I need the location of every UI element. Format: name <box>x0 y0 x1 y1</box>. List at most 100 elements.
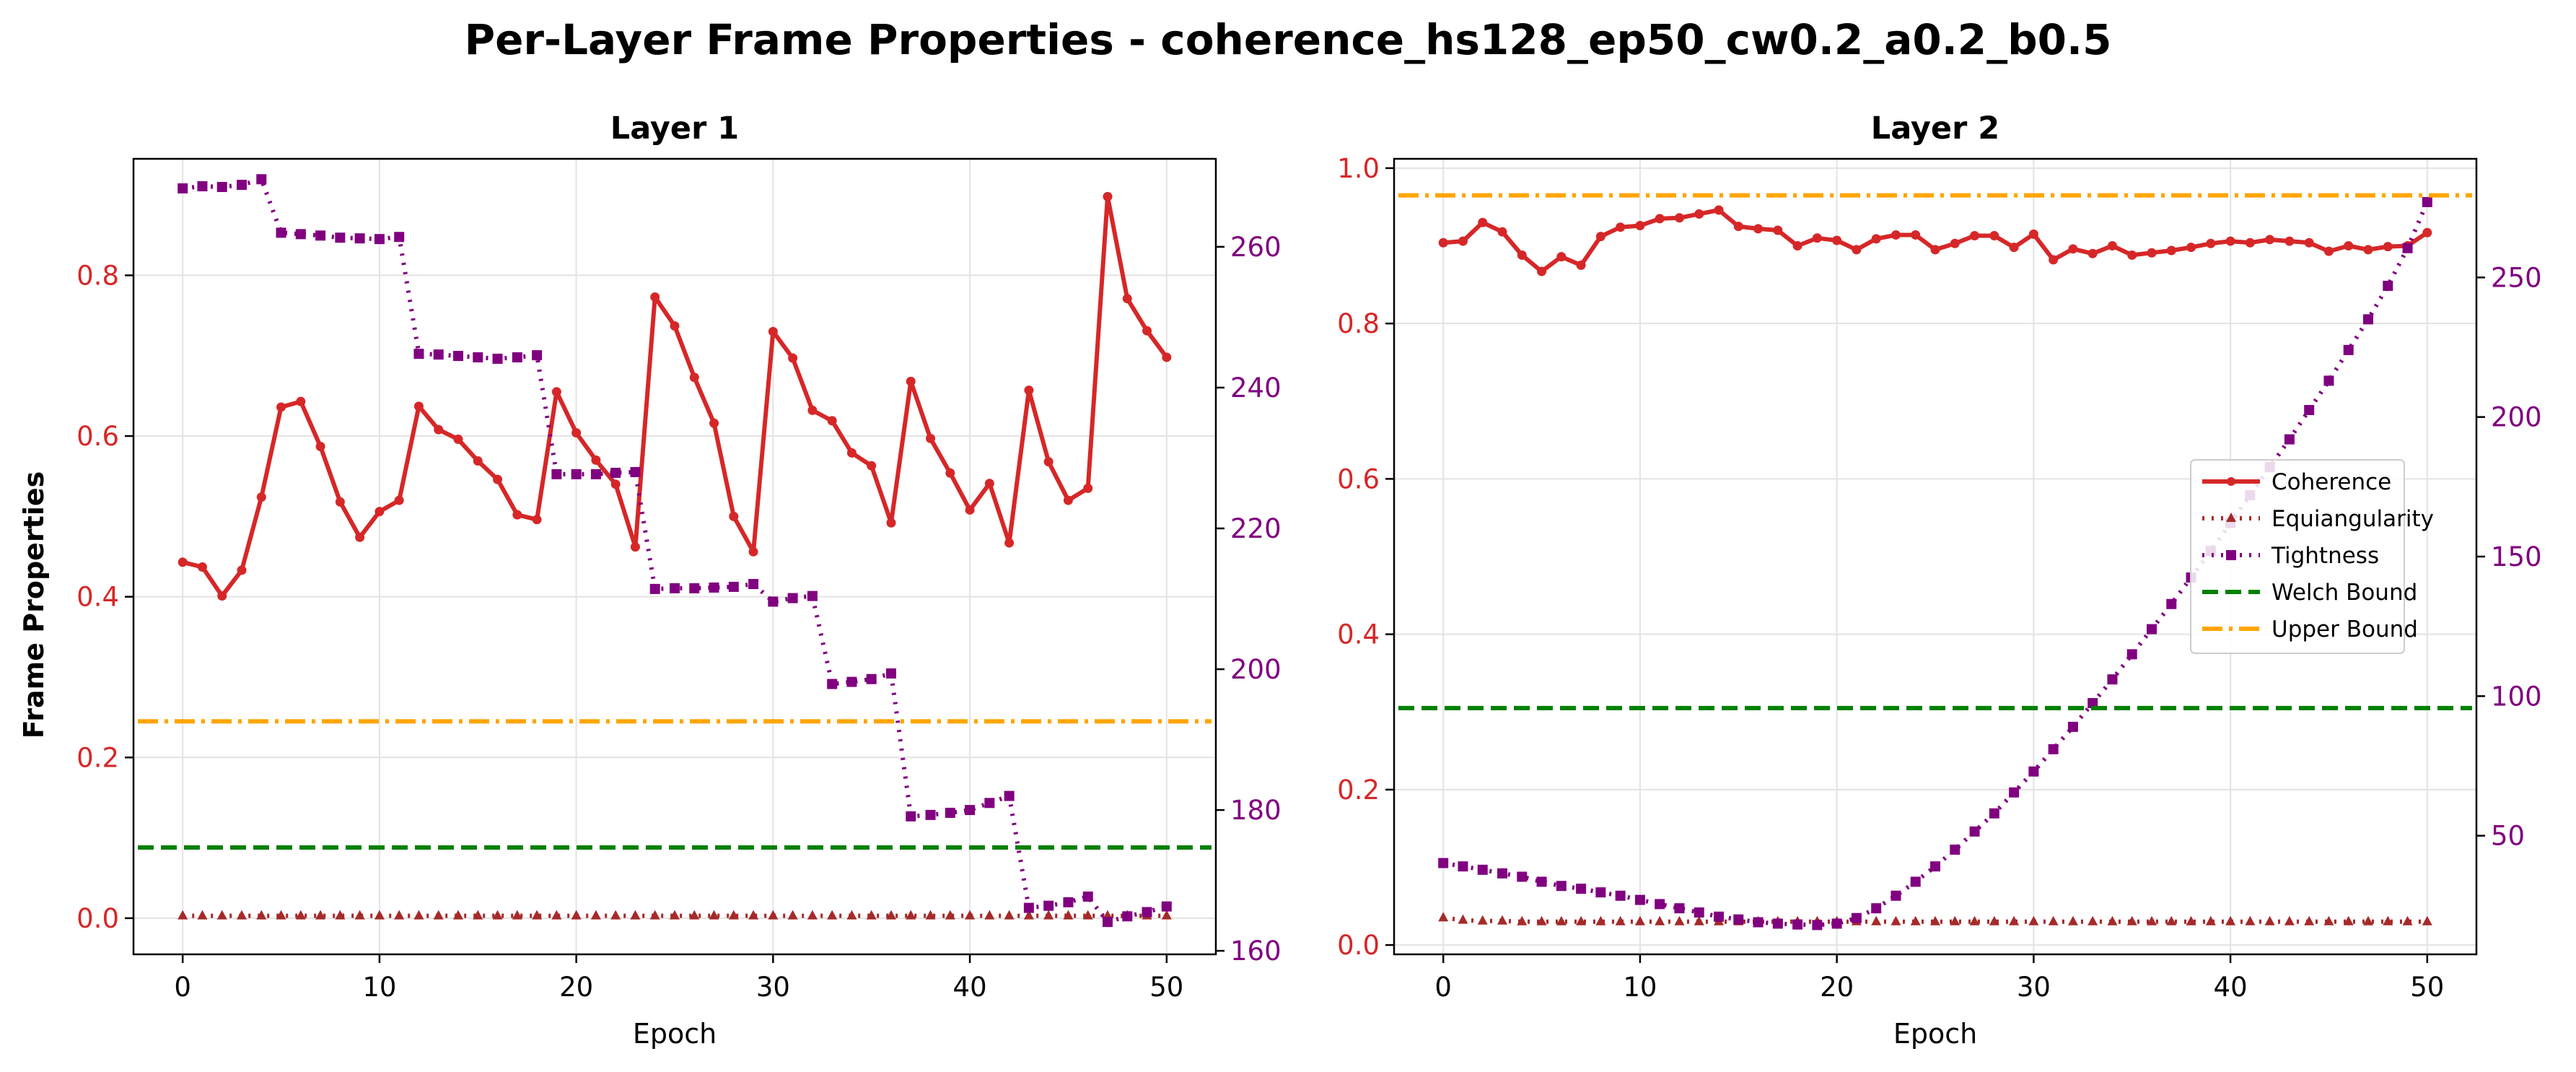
legend-label-equiangularity: Equiangularity <box>2271 506 2434 532</box>
layer-1-coherence-point <box>610 479 621 489</box>
layer-2-coherence-point <box>2049 255 2059 265</box>
layer-1-tightness-point <box>709 582 719 593</box>
layer-2-tightness-point <box>1576 884 1587 894</box>
layer-1-tightness-point <box>453 351 463 362</box>
layer-1-equiangularity-point <box>492 910 503 920</box>
layer-2-equiangularity-point <box>2126 915 2137 925</box>
layer-1-equiangularity-point <box>453 910 463 920</box>
layer-1-equiangularity-point <box>1023 910 1034 920</box>
layer-1-axes-frame <box>132 157 1217 956</box>
layer-2-coherence-point <box>1674 213 1684 223</box>
layer-1-tightness-point <box>433 349 444 360</box>
layer-2-tightness-point <box>1831 918 1842 929</box>
layer-2-equiangularity-point <box>1910 915 1921 925</box>
layer-1-title: Layer 1 <box>610 110 739 147</box>
layer-2-tightness-point <box>2304 405 2315 415</box>
layer-1-equiangularity-point <box>886 910 896 920</box>
layer-2-coherence-point <box>1753 224 1764 234</box>
layer-1-tightness-point <box>807 591 818 601</box>
layer-1-coherence-point <box>1004 538 1015 548</box>
layer-2-coherence-point <box>1891 230 1901 240</box>
legend-label-welch-bound: Welch Bound <box>2271 580 2417 606</box>
layer-1-tightness-point <box>728 581 739 592</box>
layer-1-coherence-point <box>178 557 188 567</box>
layer-2-coherence-point <box>2363 245 2373 255</box>
layer-2-tightness-point <box>2363 314 2373 325</box>
layer-1-series-coherence <box>178 191 1172 601</box>
layer-2-coherence-point <box>1635 221 1645 231</box>
layer-2-tightness-point <box>1694 907 1704 918</box>
layer-2-tightness-point <box>1753 917 1764 928</box>
layer-1-equiangularity-point <box>551 910 562 920</box>
layer-2-coherence-point <box>1438 238 1448 248</box>
layer-1-tightness-point <box>670 583 680 593</box>
layer-2-equiangularity-point <box>1438 912 1449 922</box>
layer-2-tightness-point <box>1556 881 1567 892</box>
layer-2-coherence-point <box>2265 235 2275 245</box>
layer-1-x-tick-label: 10 <box>362 972 396 1003</box>
layer-1-equiangularity-point <box>670 910 680 920</box>
layer-2-equiangularity-point <box>1969 915 1980 925</box>
layer-2-equiangularity-point <box>1655 915 1665 925</box>
layer-2-panel: Layer 2 Epoch 0 10 20 30 40 50 0.0 0.2 0.4 0.6 0.8… <box>1337 110 2541 1050</box>
layer-1-equiangularity-point <box>571 910 582 920</box>
layer-1-right-tick-label: 240 <box>1230 372 1282 404</box>
layer-2-coherence-point <box>1812 233 1822 243</box>
layer-1-x-axis-label: Epoch <box>633 1018 717 1050</box>
layer-1-equiangularity-point <box>689 910 700 920</box>
layer-2-tightness-point <box>2147 624 2157 635</box>
layer-1-equiangularity-point <box>728 910 739 920</box>
layer-1-coherence-point <box>512 510 522 520</box>
layer-2-coherence-point <box>1970 231 1980 241</box>
layer-2-coherence-point <box>1556 252 1567 262</box>
layer-1-coherence-point <box>256 492 266 502</box>
layer-1-coherence-line <box>182 194 1169 598</box>
layer-1-coherence-point <box>630 542 640 552</box>
layer-2-tightness-point <box>1536 876 1547 887</box>
layer-2-coherence-point <box>2344 241 2354 251</box>
layer-2-equiangularity-point <box>1458 914 1468 924</box>
layer-1-tightness-point <box>1063 897 1074 907</box>
layer-1-coherence-point <box>1142 326 1152 336</box>
layer-1-tightness-point <box>216 182 227 193</box>
legend-item-upper-bound: Upper Bound <box>2202 616 2418 642</box>
layer-1-coherence-point <box>709 418 719 428</box>
layer-1-coherence-point <box>650 292 660 302</box>
layer-1-tightness-point <box>827 679 838 689</box>
layer-2-coherence-point <box>1852 245 1862 255</box>
layer-1-x-tick-label: 50 <box>1149 972 1183 1003</box>
layer-1-tightness-point <box>886 668 896 679</box>
layer-1-tightness-point <box>374 234 385 245</box>
layer-1-coherence-point <box>237 565 247 575</box>
layer-1-right-tick-label: 200 <box>1230 654 1282 685</box>
layer-1-equiangularity-point <box>866 910 877 920</box>
layer-1-y-axis-label: Frame Properties <box>18 471 50 739</box>
layer-1-coherence-point <box>276 402 286 412</box>
layer-2-tightness-point <box>1871 903 1882 914</box>
legend-item-tightness: Tightness <box>2202 543 2379 569</box>
layer-1-tightness-point <box>1043 900 1054 911</box>
layer-2-coherence-point <box>1595 232 1605 242</box>
layer-1-x-tick-label: 0 <box>174 972 191 1003</box>
layer-1-tightness-point <box>315 230 326 241</box>
layer-1-left-tick-label: 0.8 <box>76 260 119 291</box>
layer-2-left-tick-label: 0.2 <box>1337 775 1380 806</box>
layer-1-series-tightness <box>178 174 1172 928</box>
layer-2-coherence-point <box>2245 238 2255 248</box>
layer-1-left-tick-label: 0.6 <box>76 421 119 452</box>
layer-2-title: Layer 2 <box>1871 110 1999 147</box>
layer-1-equiangularity-point <box>473 910 483 920</box>
legend-item-coherence: Coherence <box>2202 469 2391 495</box>
layer-2-coherence-point <box>2127 250 2137 260</box>
layer-1-coherence-point <box>551 387 561 397</box>
layer-2-x-tick-label: 10 <box>1623 972 1657 1003</box>
layer-1-tightness-point <box>965 805 976 816</box>
layer-1-coherence-point <box>413 401 424 411</box>
layer-2-equiangularity-point <box>1477 915 1488 925</box>
layer-2-tightness-point <box>1792 919 1803 930</box>
layer-1-coherence-point <box>315 442 325 452</box>
layer-1-equiangularity-point <box>394 910 405 920</box>
layer-2-coherence-point <box>1497 227 1507 237</box>
layer-1-tightness-point <box>1103 917 1113 928</box>
layer-2-equiangularity-point <box>1595 915 1606 925</box>
